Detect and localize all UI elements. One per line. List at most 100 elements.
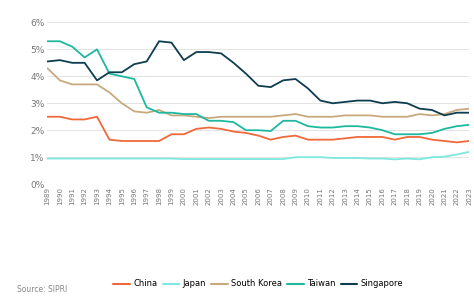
China xyxy=(392,138,398,141)
South Korea xyxy=(417,112,422,116)
China xyxy=(442,139,447,143)
South Korea xyxy=(442,112,447,116)
China xyxy=(255,134,261,138)
Taiwan xyxy=(466,123,472,127)
South Korea xyxy=(318,115,323,119)
Line: Taiwan: Taiwan xyxy=(47,41,469,134)
Japan xyxy=(305,155,311,159)
Japan xyxy=(318,155,323,159)
South Korea xyxy=(466,107,472,110)
China xyxy=(355,135,360,139)
South Korea xyxy=(255,115,261,119)
Taiwan xyxy=(255,128,261,132)
South Korea xyxy=(392,115,398,119)
Japan xyxy=(268,157,273,161)
Singapore xyxy=(181,58,187,62)
Taiwan xyxy=(131,77,137,81)
South Korea xyxy=(218,115,224,119)
Taiwan xyxy=(57,40,63,43)
South Korea xyxy=(181,114,187,117)
China xyxy=(318,138,323,141)
China xyxy=(218,127,224,131)
Singapore xyxy=(131,62,137,66)
South Korea xyxy=(280,114,286,117)
China xyxy=(94,115,100,119)
China xyxy=(280,135,286,139)
Taiwan xyxy=(342,124,348,128)
Taiwan xyxy=(417,132,422,136)
Singapore xyxy=(69,61,75,65)
South Korea xyxy=(429,114,435,117)
China xyxy=(243,131,249,135)
Singapore xyxy=(429,108,435,112)
Japan xyxy=(144,157,149,160)
Taiwan xyxy=(404,132,410,136)
China xyxy=(404,135,410,139)
Singapore xyxy=(82,61,88,65)
China xyxy=(69,118,75,121)
Taiwan xyxy=(94,48,100,51)
Japan xyxy=(417,157,422,161)
Taiwan xyxy=(193,112,199,116)
Taiwan xyxy=(305,124,311,128)
Taiwan xyxy=(268,129,273,133)
South Korea xyxy=(45,67,50,70)
Singapore xyxy=(380,102,385,105)
Line: Singapore: Singapore xyxy=(47,41,469,116)
South Korea xyxy=(380,115,385,119)
Japan xyxy=(181,157,187,161)
China xyxy=(131,139,137,143)
China xyxy=(144,139,149,143)
Singapore xyxy=(255,84,261,88)
Singapore xyxy=(330,102,336,105)
China xyxy=(156,139,162,143)
Singapore xyxy=(169,41,174,44)
South Korea xyxy=(305,115,311,119)
Singapore xyxy=(107,70,112,74)
Japan xyxy=(380,157,385,160)
China xyxy=(293,134,299,138)
Taiwan xyxy=(330,126,336,129)
South Korea xyxy=(293,112,299,116)
China xyxy=(454,140,460,144)
Taiwan xyxy=(181,112,187,116)
South Korea xyxy=(57,79,63,82)
South Korea xyxy=(169,114,174,117)
Taiwan xyxy=(380,128,385,132)
China xyxy=(231,130,237,133)
Japan xyxy=(193,157,199,161)
Singapore xyxy=(442,114,447,117)
Line: China: China xyxy=(47,117,469,142)
China xyxy=(169,132,174,136)
Singapore xyxy=(231,61,237,65)
Singapore xyxy=(280,79,286,82)
South Korea xyxy=(243,115,249,119)
South Korea xyxy=(94,83,100,86)
South Korea xyxy=(193,115,199,119)
Taiwan xyxy=(45,40,50,43)
China xyxy=(206,126,211,129)
Singapore xyxy=(268,85,273,89)
China xyxy=(466,139,472,143)
Singapore xyxy=(45,60,50,63)
China xyxy=(330,138,336,141)
South Korea xyxy=(268,115,273,119)
Japan xyxy=(280,157,286,161)
Japan xyxy=(454,153,460,156)
Taiwan xyxy=(355,124,360,128)
Taiwan xyxy=(107,72,112,75)
Singapore xyxy=(392,100,398,104)
Taiwan xyxy=(218,119,224,123)
China xyxy=(119,139,125,143)
Taiwan xyxy=(82,56,88,59)
Taiwan xyxy=(156,111,162,114)
China xyxy=(429,138,435,141)
Japan xyxy=(119,157,125,160)
China xyxy=(57,115,63,119)
Japan xyxy=(404,157,410,160)
Taiwan xyxy=(429,131,435,135)
South Korea xyxy=(144,111,149,114)
Japan xyxy=(131,157,137,160)
South Korea xyxy=(342,114,348,117)
Singapore xyxy=(404,102,410,105)
